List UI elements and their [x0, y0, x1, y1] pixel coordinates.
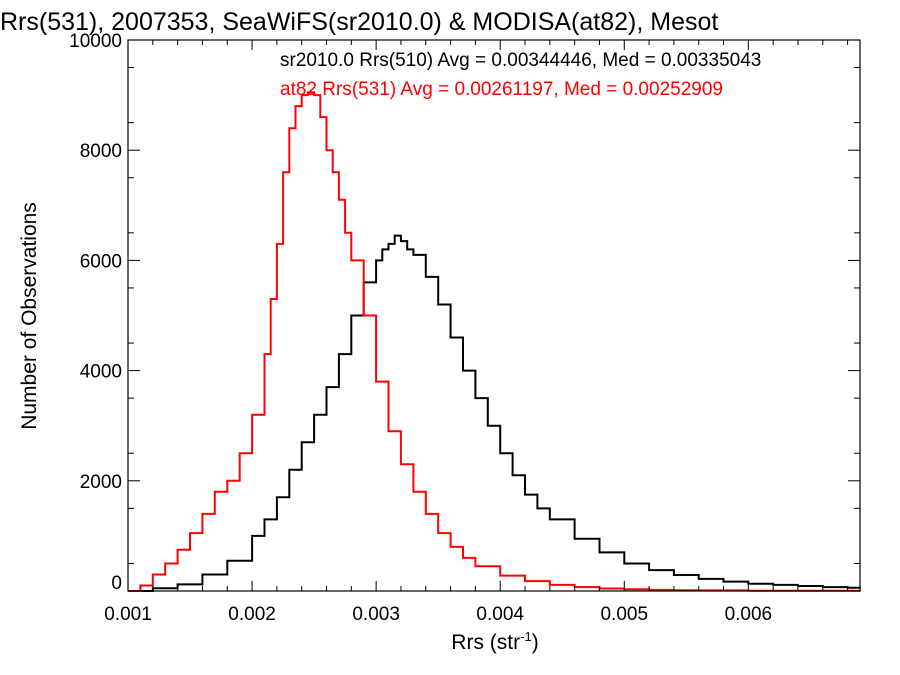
y-axis-title: Number of Observations: [18, 202, 41, 430]
x-axis-title-sup: -1: [520, 629, 532, 644]
series-layer: [128, 91, 861, 592]
legend-entry-sr2010: sr2010.0 Rrs(510) Avg = 0.00344446, Med …: [280, 50, 761, 71]
x-tick-label: 0.001: [104, 604, 152, 625]
x-tick-label: 0.004: [476, 604, 524, 625]
x-tick-label: 0.002: [228, 604, 276, 625]
y-tick-label: 10000: [69, 31, 122, 52]
y-tick-label: 4000: [80, 362, 122, 383]
chart-title: Rrs(531), 2007353, SeaWiFS(sr2010.0) & M…: [0, 8, 718, 36]
x-tick-label: 0.006: [725, 604, 773, 625]
plot-frame: [127, 39, 861, 592]
x-tick-label: 0.005: [600, 604, 648, 625]
series-line-1: [128, 91, 861, 592]
x-axis-title-main: Rrs (str: [451, 631, 520, 654]
legend-entry-at82: at82 Rrs(531) Avg = 0.00261197, Med = 0.…: [280, 79, 723, 100]
x-tick-label: 0.003: [352, 604, 400, 625]
series-line-0: [128, 234, 861, 592]
y-tick-label: 2000: [80, 472, 122, 493]
x-axis-title-close: ): [532, 631, 539, 654]
x-axis-title: Rrs (str-1): [451, 629, 538, 654]
y-tick-label: 0: [111, 573, 122, 594]
ticks-layer: 0.001 0.002 0.003 0.004 0.005 0.006 0 2000 4000 6…: [69, 31, 860, 625]
y-tick-label: 6000: [80, 251, 122, 272]
y-tick-label: 8000: [80, 141, 122, 162]
